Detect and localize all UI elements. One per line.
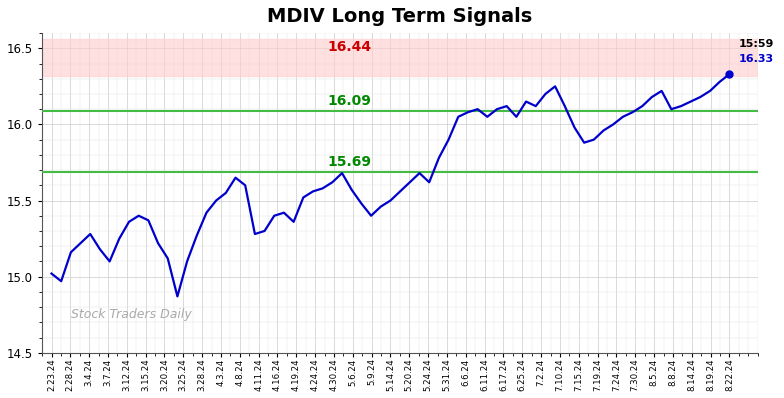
Bar: [42, 39, 757, 76]
Text: 16.33: 16.33: [739, 55, 774, 64]
Text: 16.09: 16.09: [328, 94, 372, 108]
Title: MDIV Long Term Signals: MDIV Long Term Signals: [267, 7, 532, 26]
Text: Stock Traders Daily: Stock Traders Daily: [71, 308, 191, 321]
Text: 16.44: 16.44: [328, 40, 372, 55]
Text: 15:59: 15:59: [739, 39, 775, 49]
Text: 15.69: 15.69: [328, 155, 372, 169]
